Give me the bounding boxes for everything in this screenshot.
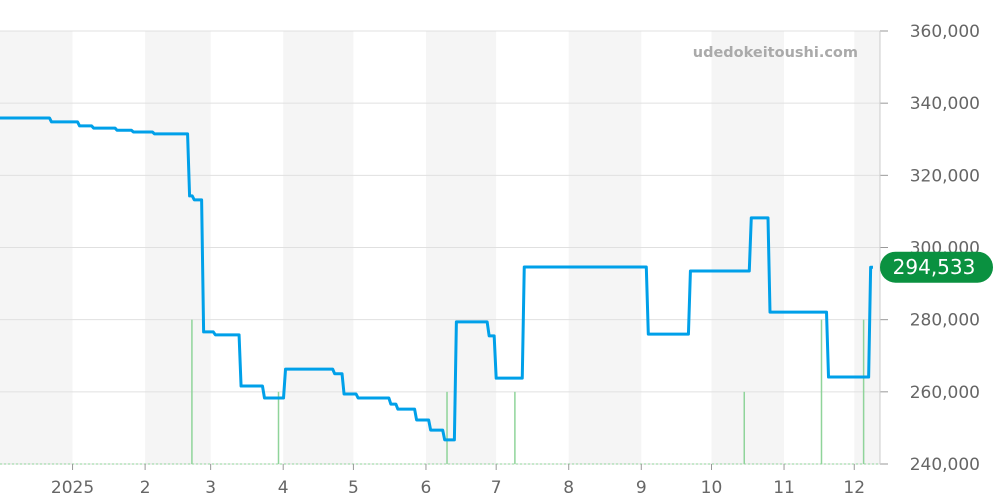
y-tick-label: 260,000 bbox=[910, 383, 980, 403]
x-tick-label: 2 bbox=[140, 478, 151, 498]
y-tick-label: 360,000 bbox=[910, 22, 980, 42]
price-line bbox=[0, 116, 873, 442]
x-tick-label: 4 bbox=[278, 478, 289, 498]
x-tick-label: 12 bbox=[843, 478, 865, 498]
x-tick-label: 9 bbox=[636, 478, 647, 498]
watermark: udedokeitoushi.com bbox=[693, 45, 858, 61]
x-tick-label: 7 bbox=[491, 478, 502, 498]
y-tick-label: 280,000 bbox=[910, 311, 980, 331]
x-tick-label: 6 bbox=[421, 478, 432, 498]
last-value-label: 294,533 bbox=[893, 255, 976, 279]
y-tick-label: 340,000 bbox=[910, 94, 980, 114]
last-value-badge: 294,533 bbox=[880, 251, 993, 283]
y-tick-label: 320,000 bbox=[910, 166, 980, 186]
x-tick-label: 8 bbox=[563, 478, 574, 498]
x-tick-label: 10 bbox=[701, 478, 723, 498]
x-axis: 2025 2 3 4 5 6 7 8 9 10 11 12 bbox=[0, 463, 880, 498]
y-axis: 240,000260,000280,000300,000320,000340,0… bbox=[879, 22, 980, 475]
x-tick-label: 11 bbox=[773, 478, 795, 498]
y-tick-label: 240,000 bbox=[910, 455, 980, 475]
x-tick-label: 2025 bbox=[51, 478, 94, 498]
x-tick-label: 3 bbox=[205, 478, 216, 498]
volume-bars bbox=[191, 319, 865, 464]
x-tick-label: 5 bbox=[348, 478, 359, 498]
